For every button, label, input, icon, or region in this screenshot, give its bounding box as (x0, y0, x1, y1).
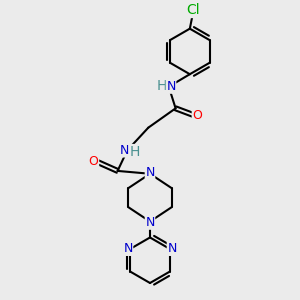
Text: H: H (157, 79, 167, 93)
Text: Cl: Cl (186, 4, 200, 17)
Text: O: O (89, 155, 99, 168)
Text: O: O (192, 109, 202, 122)
Text: N: N (120, 144, 129, 157)
Text: N: N (145, 166, 155, 179)
Text: N: N (123, 242, 133, 255)
Text: N: N (167, 80, 176, 93)
Text: N: N (145, 216, 155, 229)
Text: N: N (167, 242, 177, 255)
Text: H: H (130, 145, 140, 159)
